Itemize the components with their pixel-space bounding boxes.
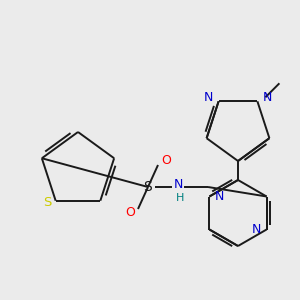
Text: N: N: [215, 190, 224, 203]
Text: O: O: [125, 206, 135, 220]
Text: N: N: [252, 223, 261, 236]
Text: S: S: [144, 180, 152, 194]
Text: N: N: [173, 178, 183, 191]
Text: S: S: [44, 196, 52, 209]
Text: N: N: [263, 91, 272, 104]
Text: N: N: [204, 91, 213, 104]
Text: H: H: [176, 193, 184, 203]
Text: O: O: [161, 154, 171, 167]
